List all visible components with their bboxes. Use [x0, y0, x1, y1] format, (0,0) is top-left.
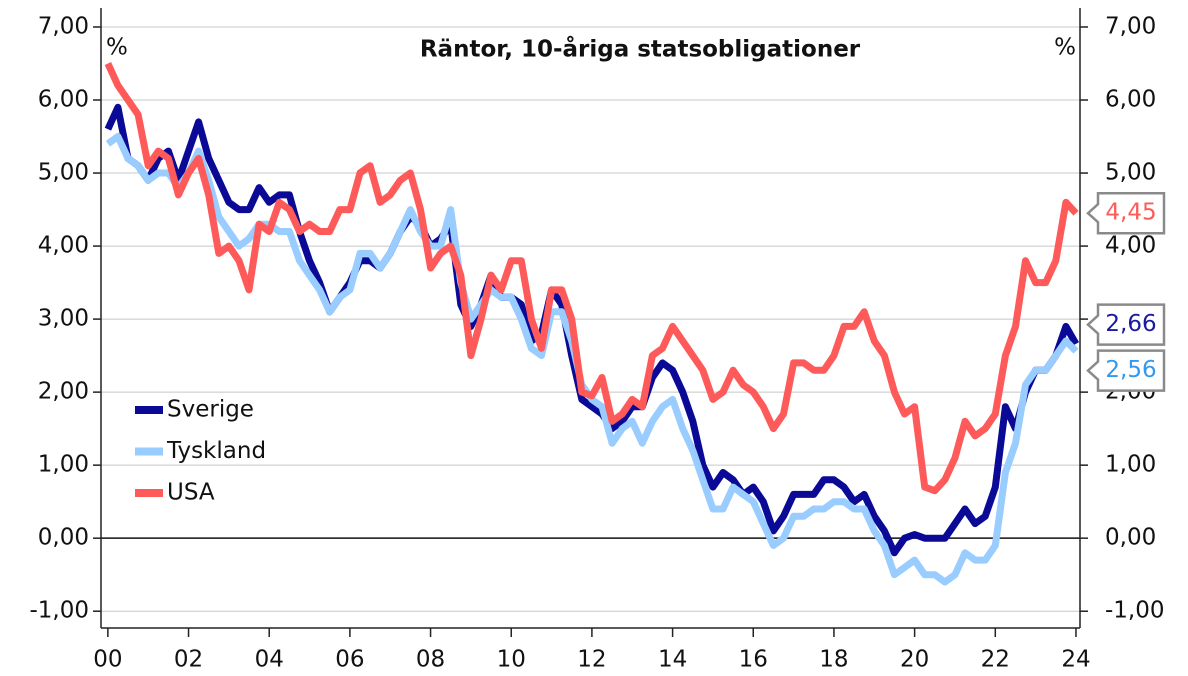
y2-tick-label: 4,00: [1105, 233, 1156, 259]
y2-tick-label: 5,00: [1105, 160, 1156, 186]
x-tick-label: 04: [255, 647, 284, 673]
y2-tick-label: 0,00: [1105, 525, 1156, 551]
x-tick-label: 24: [1061, 647, 1090, 673]
y-tick-label: 2,00: [38, 379, 89, 405]
end-label: 4,45: [1105, 200, 1156, 226]
series-line: [104, 62, 1079, 495]
y2-tick-label: 1,00: [1105, 452, 1156, 478]
legend-label: Tyskland: [166, 438, 266, 464]
x-tick-label: 12: [577, 647, 606, 673]
x-tick-label: 06: [335, 647, 364, 673]
x-tick-label: 02: [174, 647, 203, 673]
x-tick-label: 08: [416, 647, 445, 673]
series-line: [104, 103, 1080, 557]
y2-tick-label: 7,00: [1105, 13, 1156, 39]
y2-axis-unit: %: [1054, 35, 1076, 61]
y-tick-label: 7,00: [38, 13, 89, 39]
x-tick-label: 22: [981, 647, 1010, 673]
y-tick-label: 0,00: [38, 525, 89, 551]
y2-tick-label: 6,00: [1105, 87, 1156, 113]
y-tick-label: 4,00: [38, 233, 89, 259]
legend-label: Sverige: [167, 397, 254, 423]
x-tick-label: 14: [658, 647, 687, 673]
chart-title: Räntor, 10-åriga statsobligationer: [420, 36, 861, 63]
y-tick-label: 6,00: [38, 87, 89, 113]
callout-box: [1086, 349, 1166, 392]
legend-label: USA: [167, 480, 215, 506]
x-tick-label: 18: [819, 647, 848, 673]
x-tick-label: 16: [739, 647, 768, 673]
end-label: 2,56: [1105, 357, 1156, 383]
x-tick-label: 20: [900, 647, 929, 673]
y-axis-unit: %: [106, 35, 128, 61]
x-tick-label: 10: [497, 647, 526, 673]
y2-tick-label: -1,00: [1105, 598, 1165, 624]
end-label: 2,66: [1105, 311, 1156, 337]
x-tick-label: 00: [93, 647, 122, 673]
y-tick-label: 5,00: [38, 160, 89, 186]
callout-box: [1086, 303, 1166, 346]
y-tick-label: 1,00: [38, 452, 89, 478]
callout-box: [1086, 191, 1166, 235]
y-tick-label: -1,00: [29, 598, 89, 624]
y-tick-label: 3,00: [38, 306, 89, 332]
